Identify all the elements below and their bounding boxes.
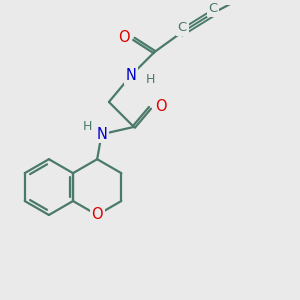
Text: C: C xyxy=(208,2,218,15)
Text: C: C xyxy=(178,21,187,34)
Text: O: O xyxy=(118,30,130,45)
Text: N: N xyxy=(96,127,107,142)
Text: H: H xyxy=(83,119,92,133)
Text: N: N xyxy=(125,68,136,83)
Text: O: O xyxy=(155,99,167,114)
Text: O: O xyxy=(92,208,103,223)
Text: H: H xyxy=(145,74,155,86)
